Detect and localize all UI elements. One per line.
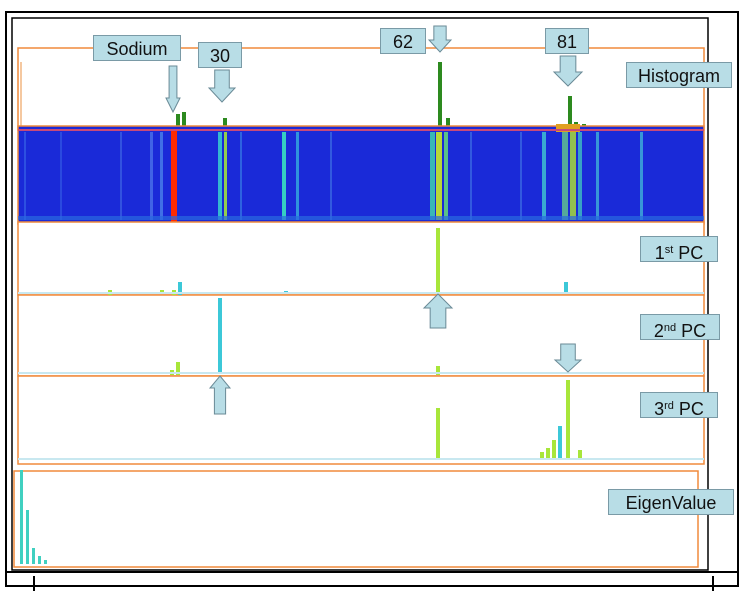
pc-baseline [18, 372, 704, 374]
heatmap-stripe [430, 132, 435, 220]
up-arrow-icon-pc1 [422, 293, 454, 329]
histogram-left-tick [20, 62, 22, 126]
heatmap-stripe [570, 132, 576, 220]
eigen-bar [38, 556, 41, 564]
heatmap-stripe [282, 132, 286, 220]
heatmap-stripe [436, 132, 442, 220]
heatmap-stripe [330, 132, 332, 220]
up-arrow-icon-pc2 [208, 375, 232, 415]
pc3-panel [17, 375, 705, 465]
heatmap-stripe [444, 132, 448, 220]
down-arrow-icon-30 [207, 69, 237, 103]
pc-bar [436, 408, 440, 458]
heatmap-stripe [160, 132, 163, 220]
pc-bar [566, 380, 570, 458]
pc3-label-number: 3 [654, 399, 665, 419]
heatmap-stripe [562, 132, 568, 220]
label-62: 62 [380, 28, 426, 54]
heatmap-stripe [520, 132, 522, 220]
pc-bars [18, 228, 704, 460]
histogram-bar [446, 118, 450, 126]
sodium-band [171, 130, 177, 222]
heatmap-stripe [150, 132, 153, 220]
pc1-panel [17, 221, 705, 296]
down-arrow-icon-pc2 [553, 343, 583, 373]
heatmap-stripe [224, 132, 227, 220]
pc3-label-text: PC [673, 399, 704, 419]
pc1-label-suffix: st [664, 244, 674, 256]
eigen-bar [44, 560, 47, 564]
pc1-label-number: 1 [654, 243, 665, 263]
pc-bar [178, 282, 182, 295]
pc-baseline [18, 458, 704, 460]
pc-bar [552, 440, 556, 458]
pc-bar [436, 228, 440, 294]
pc-bar [578, 450, 582, 458]
eigenvalue-panel [13, 470, 699, 568]
down-arrow-icon-62 [427, 25, 453, 53]
outer-frame [5, 11, 739, 587]
pc2-panel [17, 294, 705, 377]
heatmap-stripe [296, 132, 299, 220]
pc2-label-number: 2 [653, 321, 664, 341]
histogram-bar [182, 112, 186, 128]
sodium-down-arrow-icon [165, 65, 181, 114]
heatmap-hot-spot [556, 124, 580, 132]
pc3-label: 3rd PC [640, 392, 718, 419]
heatmap-stripe [640, 132, 643, 220]
heatmap-stripe [24, 132, 26, 220]
heatmap-stripe [578, 132, 582, 220]
histogram-bar [176, 114, 180, 128]
heatmap-stripes [18, 124, 704, 222]
heatmap-stripe [596, 132, 599, 220]
heatmap-bottom-band [18, 216, 704, 220]
histogram-bar [568, 96, 572, 128]
label-81: 81 [545, 28, 589, 54]
pc3-label-suffix: rd [664, 400, 674, 412]
pc2-label-text: PC [676, 321, 707, 341]
arrows [165, 25, 584, 415]
eigenvalue-bars [20, 470, 47, 564]
eigen-bar [32, 548, 35, 564]
heatmap-stripe [218, 132, 222, 220]
pc-bar [436, 366, 440, 375]
pc1-label-text: PC [673, 243, 704, 263]
heatmap-stripe [120, 132, 122, 220]
heatmap-stripe [542, 132, 546, 220]
pc-bar [176, 362, 180, 375]
pc-bar [564, 282, 568, 294]
heatmap-stripe [470, 132, 472, 220]
pc-bar [218, 298, 222, 373]
inner-frame [11, 17, 709, 571]
pc-bar [558, 426, 562, 458]
pc-bar [546, 448, 550, 458]
histogram-label: Histogram [626, 62, 732, 88]
pc2-label: 2nd PC [640, 314, 720, 341]
pc-baseline [18, 292, 704, 294]
eigenvalue-label: EigenValue [608, 489, 734, 515]
heatmap-stripe [240, 132, 242, 220]
heatmap-stripe [60, 132, 62, 220]
sodium-label: Sodium [93, 35, 181, 61]
histogram-panel [17, 47, 705, 131]
down-arrow-icon-81 [552, 55, 584, 87]
pc1-label: 1st PC [640, 236, 718, 263]
eigen-bar [26, 510, 29, 564]
eigen-bar [20, 470, 23, 564]
pc-bar [540, 452, 544, 458]
pc2-label-suffix: nd [663, 322, 677, 334]
label-30: 30 [198, 42, 242, 68]
histogram-bar [438, 62, 442, 128]
histogram-bar [223, 118, 227, 128]
